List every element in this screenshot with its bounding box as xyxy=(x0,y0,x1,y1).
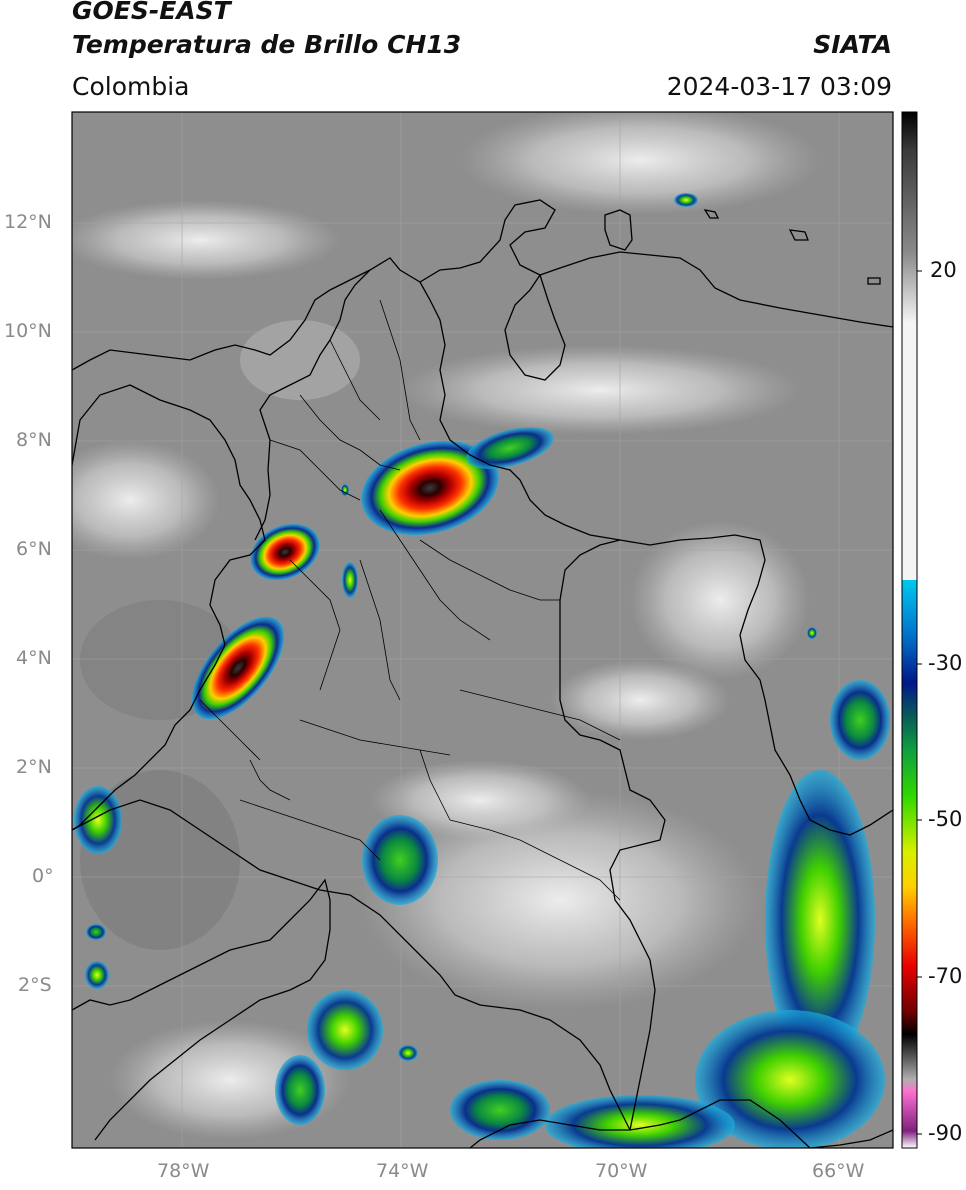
brand-label: SIATA xyxy=(813,30,892,59)
region-label: Colombia xyxy=(72,72,190,101)
convective-cells xyxy=(74,193,890,1148)
graticule xyxy=(72,112,893,1148)
lat-tick-2s: 2°S xyxy=(18,974,52,996)
colorbar-tick-minus70: -70 xyxy=(928,964,963,988)
colorbar-tick-minus30: -30 xyxy=(928,651,963,675)
product-subtitle: Temperatura de Brillo CH13 xyxy=(72,30,462,59)
lon-tick-66w: 66°W xyxy=(812,1160,865,1182)
datetime-label: 2024-03-17 03:09 xyxy=(666,72,892,101)
lat-tick-6n: 6°N xyxy=(16,538,52,560)
lat-tick-10n: 10°N xyxy=(4,320,52,342)
lon-tick-74w: 74°W xyxy=(376,1160,429,1182)
lat-tick-0: 0° xyxy=(32,865,54,887)
lat-tick-4n: 4°N xyxy=(16,647,52,669)
colorbar-tick-minus90: -90 xyxy=(928,1121,963,1145)
colorbar-tick-20: 20 xyxy=(930,258,957,282)
lon-tick-70w: 70°W xyxy=(595,1160,648,1182)
department-borders xyxy=(199,299,621,901)
map-frame-content xyxy=(72,112,893,1148)
lat-tick-2n: 2°N xyxy=(16,756,52,778)
lat-tick-12n: 12°N xyxy=(4,211,52,233)
lon-tick-78w: 78°W xyxy=(157,1160,210,1182)
colorbar xyxy=(901,111,922,1149)
product-title: GOES-EAST xyxy=(72,0,231,25)
colorbar-tick-minus50: -50 xyxy=(928,807,963,831)
lat-tick-8n: 8°N xyxy=(16,429,52,451)
country-borders xyxy=(72,199,893,1148)
